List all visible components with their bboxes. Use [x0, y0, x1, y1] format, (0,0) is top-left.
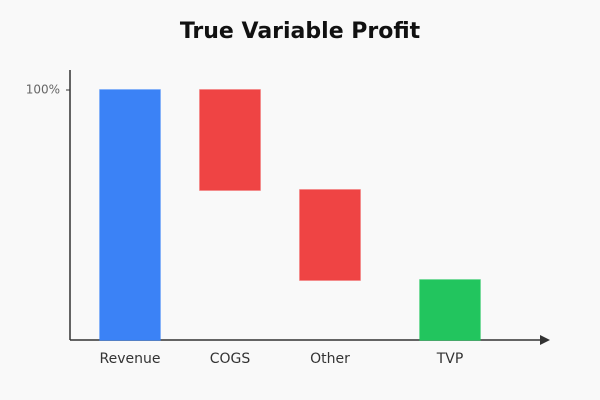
x-tick-label: Revenue — [100, 351, 161, 367]
chart-title: True Variable Profit — [180, 19, 421, 44]
y-tick-label: 100% — [26, 83, 60, 97]
x-tick-label: Other — [310, 351, 350, 367]
bar — [419, 279, 481, 341]
bar — [199, 89, 261, 191]
x-tick-label: COGS — [210, 351, 251, 367]
bar — [299, 189, 361, 281]
x-tick-label: TVP — [436, 351, 464, 367]
x-axis-arrow — [540, 335, 550, 345]
bar — [99, 89, 161, 341]
